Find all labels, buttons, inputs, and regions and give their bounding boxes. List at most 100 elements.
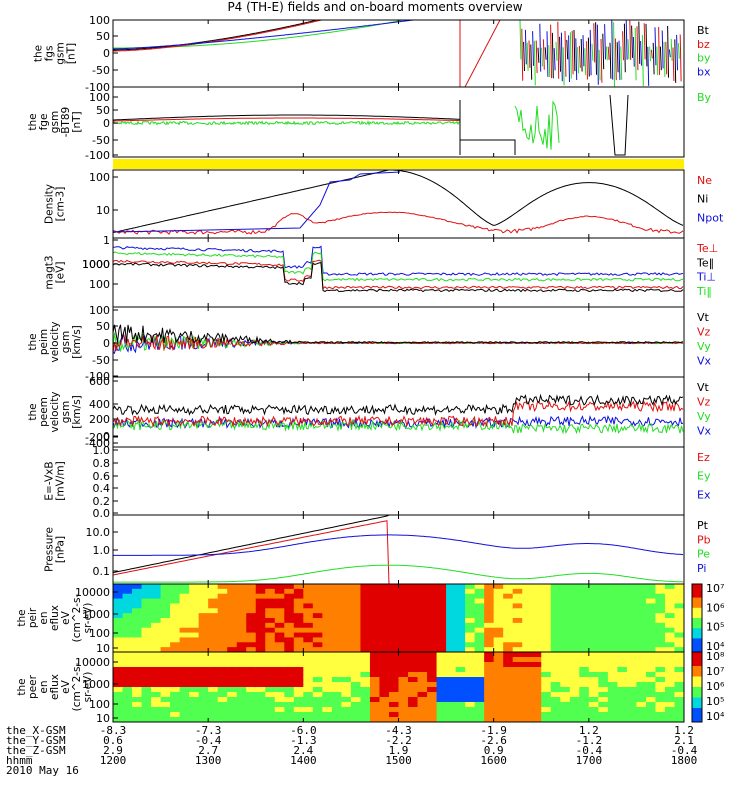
spectrogram-cell	[360, 712, 371, 718]
spectrogram-cell	[588, 667, 599, 673]
y-tick-label: 10	[96, 642, 110, 655]
spectrogram-cell	[331, 687, 342, 693]
yellow-status-band	[113, 159, 684, 169]
spectrogram-cell	[170, 697, 181, 703]
fgs-oscillation	[634, 27, 637, 81]
spectrogram-cell	[284, 598, 295, 605]
spectrogram-cell	[350, 637, 362, 643]
spectrogram-cell	[588, 677, 599, 683]
spectrogram-cell	[493, 687, 504, 693]
spectrogram-cell	[217, 682, 228, 688]
spectrogram-cell	[569, 622, 580, 629]
spectrogram-cell	[512, 598, 523, 605]
spectrogram-cell	[341, 707, 352, 713]
spectrogram-cell	[417, 712, 428, 718]
y-tick-label: 0.6	[93, 470, 111, 483]
spectrogram-cell	[541, 712, 552, 718]
spectrogram-cell	[626, 598, 638, 605]
spectrogram-cell	[579, 687, 590, 693]
spectrogram-cell	[522, 637, 533, 643]
spectrogram-cell	[617, 667, 628, 673]
spectrogram-cell	[236, 652, 247, 658]
spectrogram-cell	[388, 702, 400, 708]
spectrogram-cell	[350, 647, 362, 652]
spectrogram-cell	[322, 588, 333, 595]
spectrogram-cell	[636, 652, 647, 658]
spectrogram-cell	[484, 627, 495, 634]
y-tick-label: 100	[89, 627, 110, 640]
spectrogram-cell	[255, 682, 266, 688]
spectrogram-cell	[607, 593, 618, 600]
spectrogram-cell	[655, 697, 666, 703]
spectrogram-cell	[179, 608, 190, 614]
spectrogram-cell	[170, 682, 181, 688]
spectrogram-cell	[531, 672, 542, 678]
bt-line	[113, 20, 320, 51]
legend-pi: Pi	[697, 562, 706, 575]
spectrogram-cell	[655, 712, 666, 718]
colorbar-cell	[692, 687, 702, 691]
spectrogram-cell	[427, 622, 438, 629]
spectrogram-cell	[655, 682, 666, 688]
y-tick-label: 50	[96, 104, 110, 117]
spectrogram-cell	[227, 697, 238, 703]
spectrogram-cell	[427, 657, 438, 663]
spectrogram-cell	[541, 622, 552, 629]
spectrogram-cell	[655, 593, 666, 600]
spectrogram-cell	[303, 627, 314, 634]
spectrogram-cell	[170, 657, 181, 663]
y-tick-label: -200	[85, 431, 110, 444]
y-axis-label: the	[16, 678, 28, 695]
spectrogram-cell	[436, 682, 447, 688]
spectrogram-cell	[588, 647, 599, 652]
spectrogram-cell	[408, 667, 419, 673]
fgs-oscillation	[555, 41, 558, 61]
spectrogram-cell	[503, 677, 514, 683]
y-axis-label: sr-eV)	[82, 603, 94, 634]
spectrogram-cell	[360, 672, 371, 678]
spectrogram-cell	[141, 677, 152, 683]
spectrogram-cell	[655, 608, 666, 614]
spectrogram-cell	[350, 642, 362, 648]
spectrogram-cell	[427, 618, 438, 624]
spectrogram-cell	[369, 637, 381, 643]
fge-traces	[113, 94, 629, 156]
spectrogram-cell	[522, 682, 533, 688]
spectrogram-cell	[132, 584, 143, 590]
spectrogram-cell	[388, 717, 400, 722]
spectrogram-cell	[512, 642, 523, 648]
spectrogram-cell	[569, 613, 580, 619]
spectrogram-cell	[388, 687, 400, 693]
spectrogram-cell	[588, 593, 599, 600]
spectrogram-cell	[446, 677, 457, 683]
legend-te⊥: Te⊥	[696, 242, 718, 255]
spectrogram-cell	[331, 697, 342, 703]
spectrogram-cell	[522, 647, 533, 652]
spectrogram-cell	[217, 593, 228, 600]
spectrogram-cell	[579, 697, 590, 703]
spectrogram-cell	[303, 687, 314, 693]
spectrogram-cell	[274, 697, 285, 703]
spectrogram-cell	[598, 662, 609, 668]
spectrogram-cell	[436, 692, 447, 698]
spectrogram-cell	[398, 584, 409, 590]
spectrogram-cell	[626, 697, 638, 703]
y-tick-label: -100	[85, 370, 110, 383]
orbit-value: 1200	[100, 754, 127, 767]
spectrogram-cell	[493, 657, 504, 663]
spectrogram-cell	[455, 627, 466, 634]
spectrogram-cell	[189, 588, 200, 595]
spectrogram-cell	[474, 598, 485, 605]
colorbar-cell	[692, 648, 702, 653]
spectrogram-cell	[122, 702, 133, 708]
spectrogram-cell	[132, 588, 143, 595]
spectrogram-cell	[255, 677, 266, 683]
spectrogram-cell	[217, 657, 228, 663]
spectrogram-cell	[617, 657, 628, 663]
spectrogram-cell	[588, 682, 599, 688]
spectrogram-cell	[284, 692, 295, 698]
spectrogram-cell	[227, 682, 238, 688]
spectrogram-cell	[398, 667, 409, 673]
spectrogram-cell	[408, 584, 419, 590]
fgs-oscillation	[519, 20, 522, 60]
